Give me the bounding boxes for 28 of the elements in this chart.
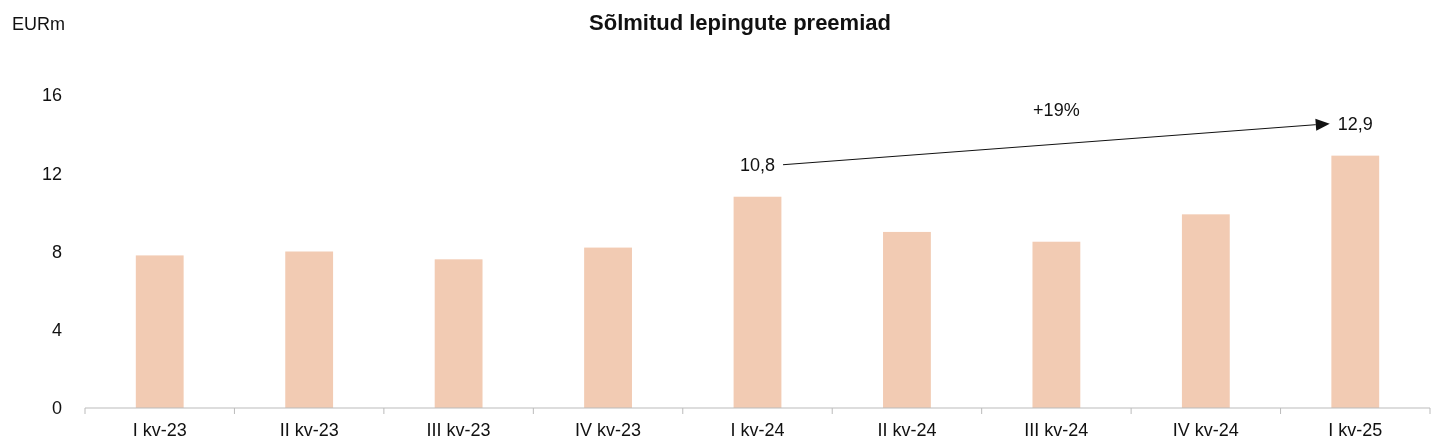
x-tick-label: II kv-23 [279, 420, 339, 440]
data-label: 10,8 [739, 154, 776, 175]
x-tick-label: III kv-23 [426, 420, 491, 440]
x-tick-label: IV kv-23 [575, 420, 642, 440]
bar [135, 255, 184, 408]
bar [1181, 214, 1230, 408]
data-label: 12,9 [1337, 113, 1373, 134]
y-tick-label: 12 [41, 163, 62, 184]
bar [584, 247, 632, 408]
x-tick-label: IV kv-24 [1172, 420, 1239, 440]
bar [883, 231, 931, 408]
chart-title: Sõlmitud lepingute preemiad [589, 10, 891, 35]
y-tick-label: 16 [41, 85, 62, 106]
x-tick-label: III kv-24 [1024, 420, 1089, 440]
bar [1331, 155, 1380, 408]
bar [285, 251, 334, 408]
x-tick-label: I kv-25 [1328, 420, 1383, 440]
bar [733, 196, 782, 408]
annotation: +19% [1033, 100, 1080, 121]
x-tick-label: I kv-23 [132, 420, 187, 440]
y-tick-label: 8 [51, 241, 62, 262]
y-tick-label: 4 [51, 320, 62, 341]
bar [1032, 241, 1081, 408]
x-tick-label: II kv-24 [877, 420, 937, 440]
y-tick-label: 0 [51, 398, 62, 419]
bar [434, 259, 483, 408]
x-tick-label: I kv-24 [730, 420, 785, 440]
y-axis-title: EURm [12, 14, 65, 34]
